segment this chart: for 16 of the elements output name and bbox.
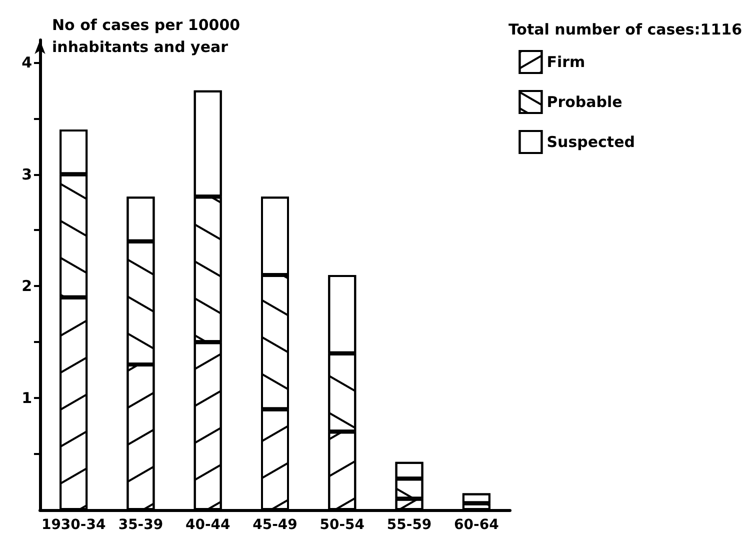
- y-tick-label: 4: [22, 53, 32, 72]
- x-tick-label: 35-39: [118, 517, 164, 533]
- y-axis-title: No of cases per 10000 inhabitants and year: [52, 16, 246, 56]
- x-tick-label: 40-44: [185, 517, 230, 533]
- x-tick-label: 1930-34: [41, 517, 106, 533]
- y-tick-label: 2: [22, 277, 32, 296]
- x-tick-label: 50-54: [320, 517, 365, 533]
- x-tick-label: 60-64: [454, 517, 500, 533]
- legend-label: Suspected: [546, 133, 636, 151]
- legend-label: Probable: [546, 93, 622, 111]
- y-tick-label: 1: [22, 389, 32, 408]
- x-tick-label: 55-59: [386, 517, 432, 533]
- legend-label: Firm: [546, 53, 586, 71]
- x-tick-label: 45-49: [252, 517, 298, 533]
- text: Total number of cases:1116: [508, 20, 742, 38]
- y-tick-label: 3: [22, 165, 32, 184]
